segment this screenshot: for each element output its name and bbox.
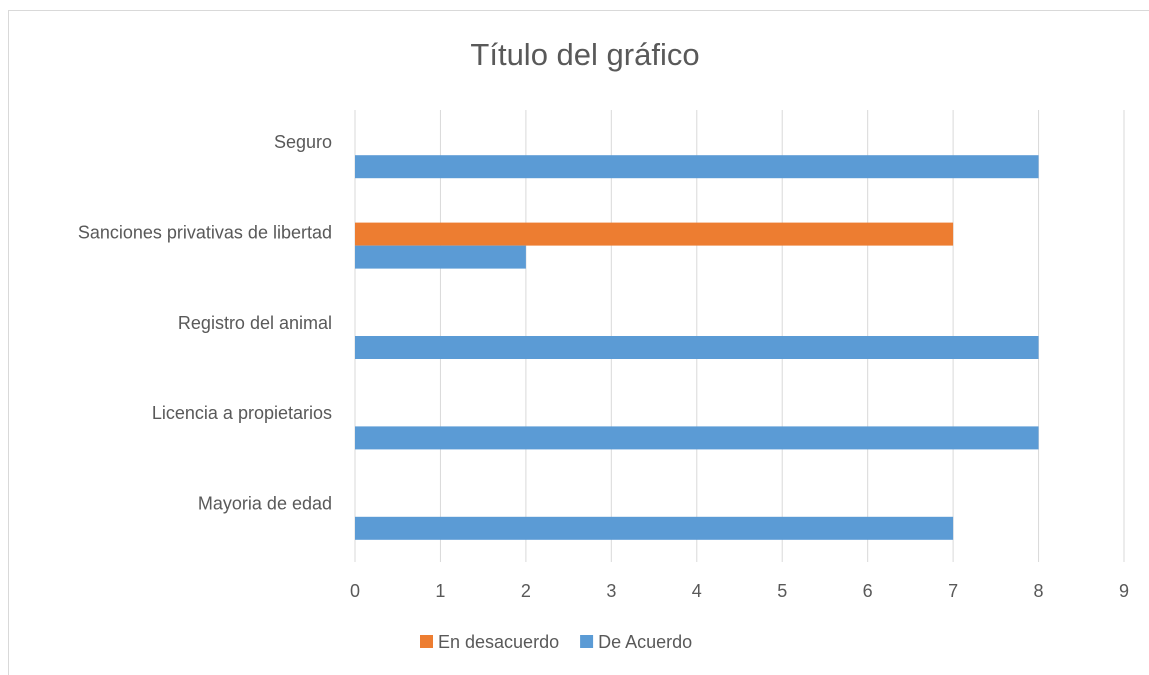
x-tick-label: 7: [948, 581, 958, 601]
y-tick-label: Registro del animal: [178, 313, 332, 333]
x-tick-label: 9: [1119, 581, 1129, 601]
legend-label: En desacuerdo: [438, 632, 559, 652]
y-tick-label: Seguro: [274, 132, 332, 152]
legend-label: De Acuerdo: [598, 632, 692, 652]
x-tick-label: 1: [435, 581, 445, 601]
y-tick-label: Mayoria de edad: [198, 494, 332, 514]
x-tick-label: 3: [606, 581, 616, 601]
legend-swatch: [580, 635, 594, 648]
x-tick-label: 2: [521, 581, 531, 601]
bar: [355, 245, 526, 269]
legend-swatch: [420, 635, 433, 648]
y-tick-label: Licencia a propietarios: [152, 403, 332, 423]
x-tick-label: 6: [863, 581, 873, 601]
bar: [355, 516, 954, 540]
x-tick-label: 5: [777, 581, 787, 601]
y-tick-label: Sanciones privativas de libertad: [78, 222, 332, 242]
x-tick-label: 0: [350, 581, 360, 601]
chart-title: Título del gráfico: [470, 37, 699, 72]
bar: [355, 336, 1039, 359]
bar: [355, 222, 954, 246]
bar: [355, 426, 1039, 450]
x-tick-label: 4: [692, 581, 702, 601]
bar: [355, 155, 1039, 179]
x-tick-label: 8: [1034, 581, 1044, 601]
